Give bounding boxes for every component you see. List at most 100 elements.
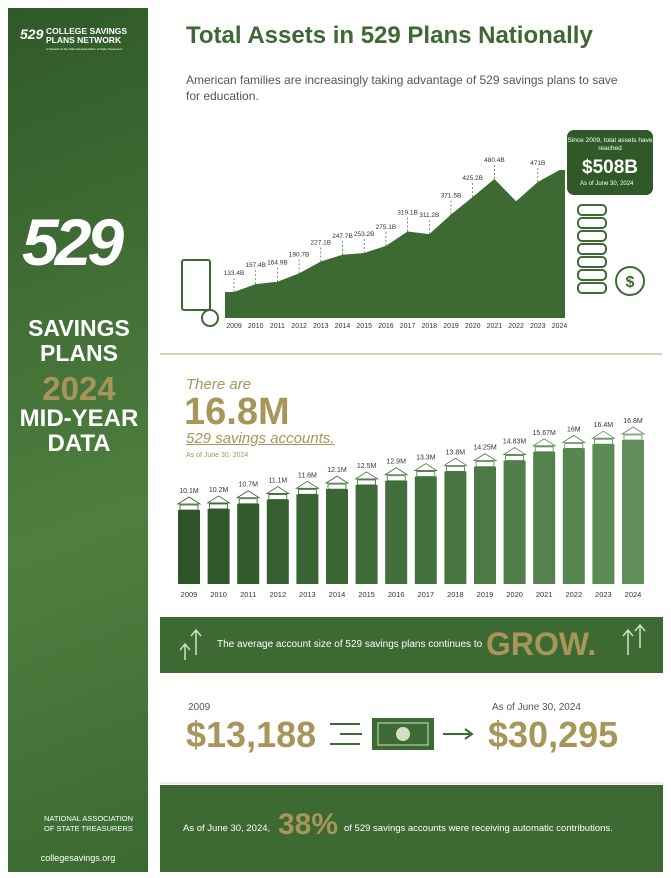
bar — [592, 444, 615, 584]
building-icon — [561, 434, 587, 449]
bar — [355, 484, 378, 584]
bar — [178, 510, 200, 584]
value-label: 480.4B — [484, 157, 505, 164]
value-label: 12.1M — [327, 467, 347, 474]
building-icon — [383, 467, 409, 482]
bar — [444, 471, 467, 584]
footer-text: of 529 savings accounts were receiving a… — [344, 823, 613, 834]
bar — [326, 489, 348, 584]
x-tick-label: 2011 — [240, 590, 256, 599]
x-tick-label: 2016 — [378, 323, 394, 330]
arrow-icons — [179, 623, 646, 660]
bar — [266, 499, 289, 584]
x-tick-label: 2010 — [210, 590, 227, 599]
bill-icon — [330, 718, 474, 750]
value-label: 371.5B — [441, 192, 462, 199]
value-label: 253.2B — [354, 231, 375, 238]
callout-box — [567, 130, 653, 195]
value-label: 133.4B — [224, 270, 245, 277]
banner — [160, 617, 663, 673]
x-tick-label: 2019 — [443, 323, 459, 330]
value-label: 471B — [530, 160, 545, 167]
heading: SAVINGS PLANS — [28, 315, 130, 366]
bar — [622, 440, 644, 584]
dollar-icon: $ — [626, 274, 635, 291]
x-tick-label: 2015 — [358, 590, 375, 599]
value-label: 13.8M — [446, 449, 466, 456]
value-label: 425.2B — [462, 175, 483, 182]
x-tick-label: 2023 — [595, 590, 612, 599]
value-label: 227.1B — [310, 239, 331, 246]
building-icon — [295, 480, 320, 495]
value-label: 275.1B — [376, 224, 397, 231]
value-label: 11.6M — [298, 472, 317, 479]
value-label: 12.5M — [357, 463, 377, 470]
start-label: 2009 — [188, 702, 211, 713]
x-tick-label: 2011 — [270, 323, 285, 330]
building-icon — [502, 447, 527, 461]
value-label: 14.25M — [473, 445, 497, 452]
network-name: COLLEGE SAVINGS PLANS NETWORK — [46, 26, 128, 45]
value-label: 157.4B — [245, 262, 266, 269]
callout-amount: $508B — [582, 157, 638, 178]
x-tick-label: 2013 — [313, 323, 329, 330]
building-icon — [443, 457, 468, 472]
building-icon — [472, 453, 498, 468]
x-tick-label: 2022 — [565, 590, 582, 599]
bar — [414, 476, 437, 584]
value-label: 15.67M — [533, 430, 557, 437]
value-label: 164.9B — [267, 260, 288, 267]
value-label: 12.9M — [386, 459, 406, 466]
x-tick-label: 2009 — [181, 590, 198, 599]
footer-lead: As of June 30, 2024, — [183, 823, 271, 834]
area — [225, 170, 565, 318]
x-tick-label: 2017 — [400, 323, 416, 330]
building-icon — [620, 426, 646, 441]
end-value: $30,295 — [488, 714, 619, 755]
value-label: 13.3M — [416, 455, 436, 462]
value-label: 14.83M — [503, 439, 527, 446]
building-icon — [413, 463, 439, 477]
building-icon — [206, 495, 231, 510]
building-icon — [265, 486, 291, 500]
x-tick-label: 2020 — [506, 590, 523, 599]
value-label: 10.2M — [209, 487, 229, 494]
x-tick-label: 2024 — [625, 590, 642, 599]
building-icon — [235, 490, 261, 505]
value-label: 11.1M — [268, 478, 287, 485]
money-icon — [181, 259, 219, 327]
footer-band — [160, 785, 663, 872]
x-tick-label: 2021 — [536, 590, 553, 599]
banner-text: The average account size of 529 savings … — [217, 639, 483, 650]
bar — [385, 480, 408, 584]
x-tick-label: 2018 — [447, 590, 464, 599]
accounts-intro: There are — [186, 376, 252, 393]
start-value: $13,188 — [186, 714, 317, 755]
x-tick-label: 2017 — [417, 590, 434, 599]
building-icon — [591, 430, 616, 445]
value-label: 16.4M — [594, 422, 614, 429]
value-label: 10.1M — [179, 488, 199, 495]
bar — [562, 448, 585, 584]
accounts-date: As of June 30, 2024 — [186, 452, 249, 459]
sidebar: COLLEGE SAVINGS PLANS NETWORK 529 A Netw… — [8, 8, 148, 872]
end-label: As of June 30, 2024 — [492, 702, 581, 713]
x-tick-label: 2013 — [299, 590, 316, 599]
title: Total Assets in 529 Plans Nationally — [186, 22, 593, 49]
callout-text: Since 2009, total assets have reached — [567, 137, 653, 152]
heading-year: 2024 — [42, 370, 116, 407]
x-tick-label: 2012 — [269, 590, 286, 599]
subtitle: American families are increasingly takin… — [186, 73, 618, 103]
accounts-count: 16.8M — [184, 391, 290, 433]
x-tick-label: 2015 — [356, 323, 372, 330]
association: NATIONAL ASSOCIATION OF STATE TREASURERS — [44, 814, 134, 833]
value-label: 311.2B — [419, 212, 439, 219]
network-logo: 529 — [20, 26, 44, 42]
bar — [533, 451, 556, 584]
x-tick-label: 2016 — [388, 590, 405, 599]
accounts-label: 529 savings accounts. — [186, 430, 335, 447]
banner-emphasis: GROW. — [486, 626, 597, 662]
building-icon — [176, 496, 202, 511]
footer-percent: 38% — [278, 808, 339, 841]
